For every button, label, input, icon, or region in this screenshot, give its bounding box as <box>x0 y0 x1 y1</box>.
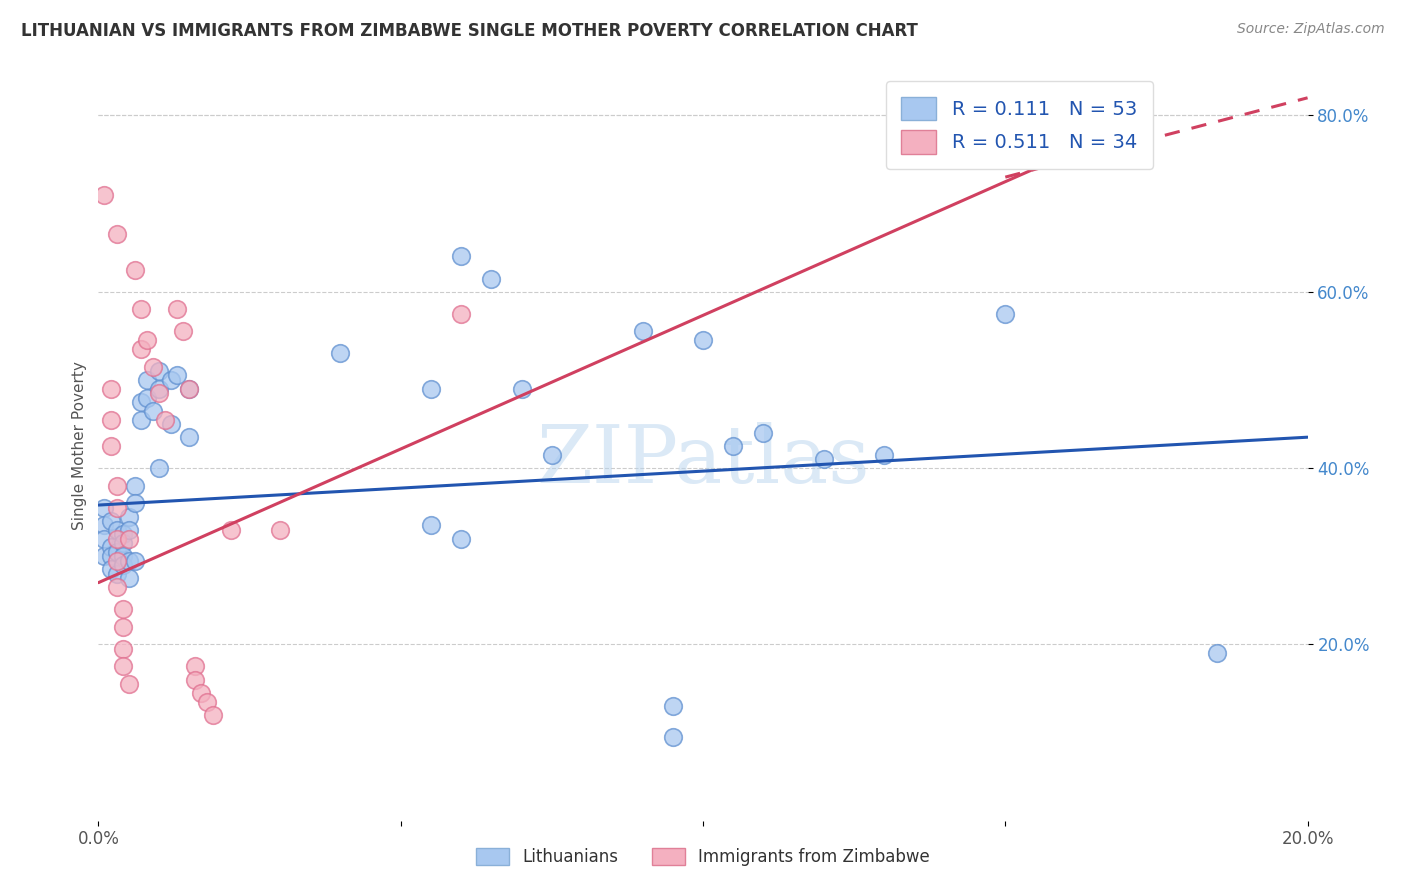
Point <box>450 307 472 321</box>
Point <box>269 523 291 537</box>
Point <box>105 553 128 567</box>
Point <box>510 382 533 396</box>
Point <box>184 659 207 673</box>
Point <box>481 271 503 285</box>
Point <box>129 412 152 426</box>
Point <box>873 448 896 462</box>
Point <box>105 545 128 559</box>
Point <box>160 417 183 431</box>
Point <box>142 359 165 374</box>
Point <box>93 532 115 546</box>
Point <box>118 571 141 585</box>
Point <box>420 518 443 533</box>
Point <box>93 518 115 533</box>
Point <box>135 373 157 387</box>
Point <box>111 659 134 673</box>
Point <box>129 302 152 317</box>
Point <box>100 514 122 528</box>
Point <box>723 439 745 453</box>
Point <box>111 641 134 656</box>
Point <box>111 527 134 541</box>
Point <box>166 302 188 317</box>
Point <box>118 677 141 691</box>
Y-axis label: Single Mother Poverty: Single Mother Poverty <box>72 361 87 531</box>
Point <box>661 730 683 744</box>
Point <box>813 452 835 467</box>
Point <box>148 364 170 378</box>
Point <box>202 707 225 722</box>
Point <box>172 325 194 339</box>
Point <box>148 386 170 401</box>
Text: ZIPatlas: ZIPatlas <box>536 422 870 500</box>
Point <box>994 307 1017 321</box>
Point <box>93 500 115 515</box>
Point <box>100 562 122 576</box>
Point <box>135 391 157 405</box>
Text: Source: ZipAtlas.com: Source: ZipAtlas.com <box>1237 22 1385 37</box>
Point <box>100 541 122 555</box>
Point <box>100 412 122 426</box>
Point <box>179 382 201 396</box>
Point <box>111 549 134 564</box>
Point <box>329 346 352 360</box>
Point <box>124 496 146 510</box>
Point <box>105 478 128 492</box>
Point <box>105 523 128 537</box>
Point <box>540 448 562 462</box>
Point <box>752 425 775 440</box>
Point <box>111 602 134 616</box>
Point <box>100 439 122 453</box>
Point <box>105 580 128 594</box>
Legend: R = 0.111   N = 53, R = 0.511   N = 34: R = 0.111 N = 53, R = 0.511 N = 34 <box>886 81 1153 169</box>
Point <box>93 549 115 564</box>
Point <box>129 395 152 409</box>
Point <box>420 382 443 396</box>
Text: LITHUANIAN VS IMMIGRANTS FROM ZIMBABWE SINGLE MOTHER POVERTY CORRELATION CHART: LITHUANIAN VS IMMIGRANTS FROM ZIMBABWE S… <box>21 22 918 40</box>
Point <box>105 500 128 515</box>
Point <box>195 695 218 709</box>
Point <box>450 250 472 264</box>
Point <box>631 325 654 339</box>
Point <box>179 430 201 444</box>
Point <box>153 412 176 426</box>
Point <box>148 461 170 475</box>
Point <box>692 333 714 347</box>
Point <box>105 227 128 242</box>
Point <box>450 532 472 546</box>
Point <box>100 549 122 564</box>
Point <box>105 566 128 581</box>
Point <box>100 382 122 396</box>
Point <box>160 373 183 387</box>
Point <box>661 699 683 714</box>
Point <box>118 523 141 537</box>
Point <box>124 478 146 492</box>
Point <box>148 382 170 396</box>
Point <box>184 673 207 687</box>
Point <box>111 558 134 572</box>
Point <box>129 342 152 356</box>
Point <box>124 553 146 567</box>
Point <box>166 368 188 383</box>
Point <box>124 262 146 277</box>
Point <box>1206 646 1229 660</box>
Point <box>111 620 134 634</box>
Point <box>111 536 134 550</box>
Point <box>179 382 201 396</box>
Point <box>93 187 115 202</box>
Point <box>118 553 141 567</box>
Legend: Lithuanians, Immigrants from Zimbabwe: Lithuanians, Immigrants from Zimbabwe <box>467 840 939 875</box>
Point <box>221 523 243 537</box>
Point <box>105 532 128 546</box>
Point <box>118 532 141 546</box>
Point <box>190 686 212 700</box>
Point <box>142 403 165 417</box>
Point <box>118 509 141 524</box>
Point <box>135 333 157 347</box>
